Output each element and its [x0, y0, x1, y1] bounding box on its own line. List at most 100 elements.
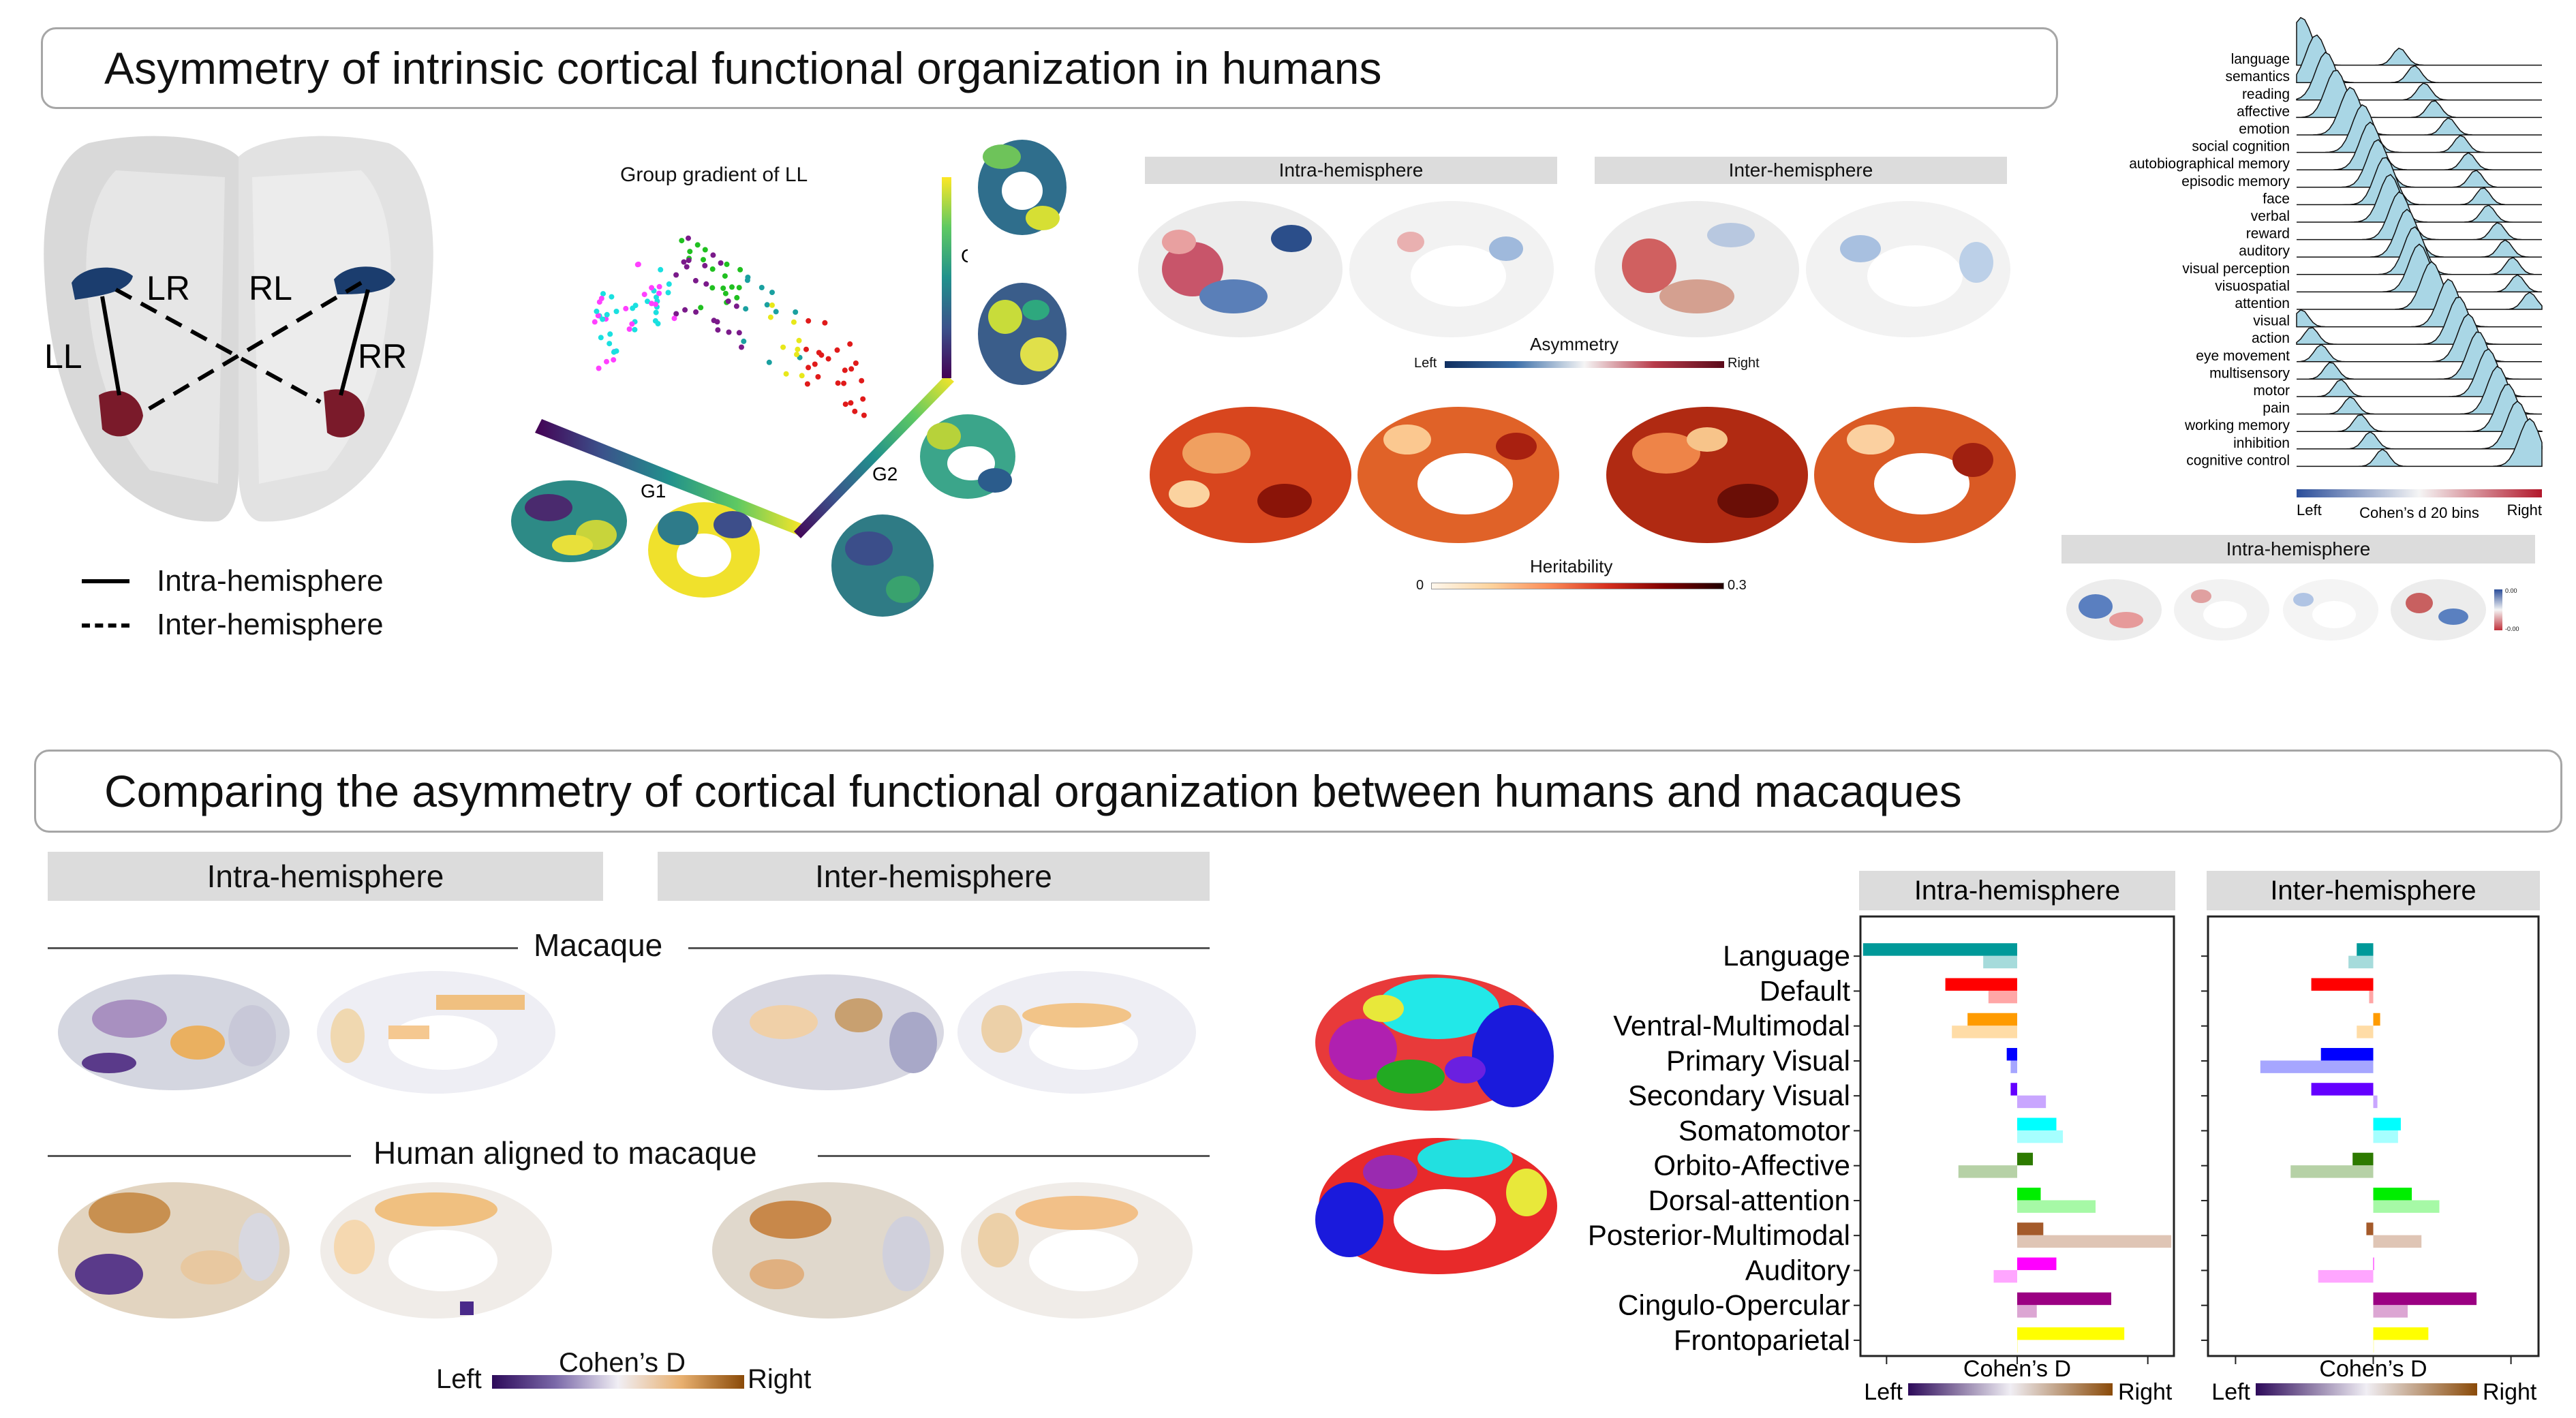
scatter-point	[649, 285, 655, 291]
legend-inter-label: Inter-hemisphere	[157, 608, 384, 641]
bar-macaque	[2311, 1083, 2374, 1096]
bar-macaque	[2366, 1222, 2374, 1235]
panel-e-colorbar-right: Right	[748, 1364, 812, 1394]
scatter-point	[710, 252, 716, 258]
scatter-point	[632, 303, 639, 309]
scatter-point	[794, 352, 799, 358]
scatter-point	[656, 290, 662, 296]
panel-a-diagram: LR RL LL RR	[44, 136, 433, 522]
bar-human	[2260, 1060, 2374, 1073]
scatter-point	[822, 320, 828, 326]
scatter-point	[686, 258, 692, 264]
macaque-intra-medial	[317, 971, 555, 1094]
macaque-rule-right	[688, 947, 1210, 949]
asym-colorbar-right: Right	[1728, 356, 1760, 371]
scatter-point	[842, 367, 848, 373]
panel-c-header-inter: Inter-hemisphere	[1595, 157, 2007, 184]
macaque-brains	[58, 971, 1196, 1094]
scatter-point	[652, 318, 658, 324]
ridge-density	[2297, 191, 2542, 241]
bar-macaque	[2017, 1292, 2111, 1306]
bar-macaque	[2320, 1047, 2374, 1061]
ridge-colorbar-left: Left	[2297, 502, 2322, 519]
asym-inter-medial	[1806, 201, 2010, 337]
bar-macaque	[2373, 1292, 2477, 1306]
scatter-point	[623, 305, 629, 311]
g3-label: G3	[961, 245, 968, 266]
bar-colorbar-right: Right	[2483, 1379, 2537, 1405]
scatter-point	[658, 266, 664, 273]
scatter-point	[692, 277, 699, 283]
bar-macaque	[2017, 1187, 2041, 1201]
human-inter-medial	[961, 1182, 1193, 1319]
bar-colorbar-right: Right	[2118, 1379, 2173, 1405]
ridge-density	[2297, 157, 2542, 206]
bar-macaque	[1945, 978, 2017, 991]
scatter-point	[769, 290, 775, 296]
ridge-term-label: motor	[2253, 383, 2290, 399]
bar-human	[2373, 1305, 2408, 1318]
bar-macaque	[2017, 1327, 2125, 1340]
bar-macaque	[2006, 1047, 2017, 1061]
scatter-point	[795, 346, 801, 352]
scatter-point	[793, 309, 799, 315]
scatter-point	[632, 326, 638, 333]
bar-colorbar-left: Left	[1864, 1379, 1903, 1405]
human-intra-medial	[320, 1182, 552, 1319]
bar-human	[2348, 955, 2374, 969]
label-rr: RR	[358, 337, 407, 375]
scatter-point	[693, 309, 699, 315]
ridge-term-label: inhibition	[2233, 435, 2290, 451]
herit-inter-medial	[1814, 407, 2016, 543]
scatter-point	[743, 306, 749, 312]
bar-macaque	[2373, 1187, 2412, 1201]
ridge-density	[2296, 296, 2542, 345]
bar-macaque	[2373, 1118, 2401, 1130]
bar-macaque	[2352, 1152, 2374, 1166]
category-label: Primary Visual	[1666, 1045, 1850, 1077]
asym-colorbar-title: Asymmetry	[1530, 334, 1619, 354]
category-label: Posterior-Multimodal	[1588, 1219, 1850, 1251]
bar-macaque	[2010, 1083, 2017, 1096]
human-intra-lateral	[58, 1182, 290, 1319]
bar-human	[1958, 1165, 2017, 1178]
gradient-scatter	[592, 235, 867, 418]
ridge-density	[2297, 261, 2543, 310]
asym-colorbar-left: Left	[1414, 356, 1437, 371]
scatter-point	[804, 381, 810, 387]
panel-a-legend: Intra-hemisphere Inter-hemisphere	[82, 559, 491, 647]
scatter-point	[679, 238, 685, 244]
bar-colorbar	[2256, 1383, 2477, 1396]
lr-inter-line	[114, 288, 322, 404]
ridge-density	[2297, 243, 2543, 293]
bar-human	[1988, 990, 2017, 1004]
bar-panel-header: Inter-hemisphere	[2270, 876, 2476, 906]
category-label: Auditory	[1745, 1254, 1850, 1286]
herit-colorbar-min: 0	[1416, 578, 1424, 593]
bar-human	[2017, 1200, 2096, 1213]
bar-macaque	[2017, 1118, 2057, 1130]
scatter-point	[604, 358, 609, 365]
scatter-point	[681, 259, 687, 265]
brain-g2-lateral	[831, 514, 934, 617]
panel-d-sub-colorbar	[2494, 589, 2502, 630]
ridge-density	[2296, 313, 2542, 363]
scatter-point	[595, 313, 601, 319]
panel-e-header-intra: Intra-hemisphere	[48, 852, 603, 901]
herit-colorbar	[1431, 583, 1724, 589]
bar-macaque	[2373, 1013, 2380, 1026]
scatter-point	[769, 302, 775, 308]
ridge-term-label: action	[2252, 330, 2290, 346]
ridge-term-label: reading	[2242, 87, 2290, 102]
brain-g2-medial	[920, 414, 1015, 499]
scatter-point	[736, 285, 742, 291]
scatter-point	[780, 344, 786, 350]
bar-human	[1993, 1269, 2017, 1283]
category-label: Ventral-Multimodal	[1613, 1010, 1850, 1042]
ridge-density	[2297, 418, 2543, 467]
category-label: Orbito-Affective	[1653, 1150, 1850, 1182]
ridge-colorbar-title: Cohen’s d 20 bins	[2359, 504, 2479, 521]
left-blue-region	[72, 267, 133, 300]
ridge-term-label: episodic memory	[2181, 174, 2290, 189]
panel-c-header-intra: Intra-hemisphere	[1145, 157, 1557, 184]
